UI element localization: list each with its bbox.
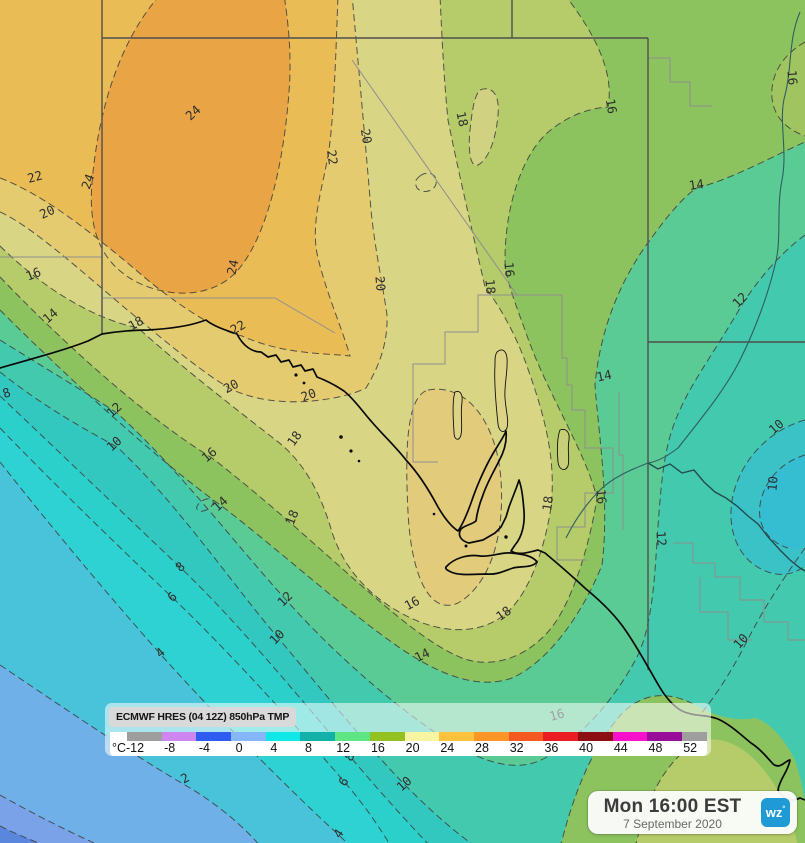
- legend-swatch: [196, 732, 232, 741]
- islets: [294, 373, 508, 548]
- legend-swatch: [127, 732, 162, 741]
- legend-unit-label: °C: [112, 741, 127, 755]
- legend-tick: 24: [440, 741, 455, 755]
- legend-tick: -12: [125, 741, 145, 755]
- lakes: [452, 349, 570, 470]
- contour-label: 16: [593, 488, 609, 504]
- contour-label: 10: [103, 433, 124, 454]
- contour-label: 20: [37, 202, 57, 222]
- legend-swatch: [300, 732, 336, 741]
- legend-tick: 32: [509, 741, 524, 755]
- legend-tick-labels: °C -12 -8 -4 0 4 8 12 16 20 24 28 32 36 40 44 48 52: [110, 741, 707, 756]
- legend-swatch: [612, 732, 648, 741]
- contour-label: 22: [324, 149, 341, 166]
- contour-label: 18: [539, 495, 556, 512]
- legend-tick: 4: [270, 741, 278, 755]
- contour-label: 16: [402, 593, 422, 613]
- contour-label: 16: [24, 264, 44, 284]
- contour-label: 18: [284, 428, 305, 449]
- contour-label: 14: [688, 176, 705, 193]
- legend-tick: 16: [370, 741, 385, 755]
- legend-tick: 44: [613, 741, 628, 755]
- contour-label: 16: [784, 69, 800, 85]
- legend-swatch: [473, 732, 509, 741]
- legend-tick: 48: [648, 741, 663, 755]
- contour-label: 22: [227, 317, 248, 338]
- timestamp-date: 7 September 2020: [623, 817, 722, 831]
- state-borders: [101, 0, 805, 670]
- contour-label: 10: [766, 416, 787, 437]
- legend-swatch: [577, 732, 613, 741]
- legend-tick: 36: [544, 741, 559, 755]
- contour-label: 20: [372, 275, 388, 291]
- contour-label: 16: [603, 97, 620, 114]
- contour-label: 10: [730, 630, 751, 651]
- contour-label: 12: [653, 530, 669, 546]
- contour-label: 14: [595, 367, 613, 385]
- legend-tick: -8: [164, 741, 176, 755]
- legend-swatch: [161, 732, 197, 741]
- legend-swatch: [231, 732, 266, 741]
- timestamp-panel: Mon 16:00 EST 7 September 2020 wz °: [588, 791, 797, 834]
- legend-tick: 20: [405, 741, 420, 755]
- legend-colorbar: [110, 732, 707, 741]
- contour-label: 10: [393, 773, 414, 794]
- rivers: [565, 11, 805, 572]
- contour-label: 16: [501, 261, 517, 277]
- weatherzone-logo[interactable]: wz °: [761, 798, 790, 827]
- legend-swatch: [682, 732, 707, 741]
- legend-swatch: [110, 732, 127, 741]
- legend-tick: 0: [235, 741, 243, 755]
- contour-label: 18: [493, 603, 514, 624]
- contour-label: 22: [26, 167, 44, 185]
- contour-label: 10: [764, 475, 780, 491]
- contour-label: 24: [224, 258, 242, 276]
- legend-tick: 52: [683, 741, 698, 755]
- legend-swatch: [404, 732, 440, 741]
- contour-label: 20: [299, 385, 318, 404]
- legend-tick: -4: [198, 741, 210, 755]
- legend-title: ECMWF HRES (04 12Z) 850hPa TMP: [109, 707, 297, 727]
- contour-label: 20: [221, 376, 241, 396]
- contour-label: 16: [199, 444, 220, 465]
- legend-swatch: [508, 732, 544, 741]
- contour-label: 18: [282, 508, 302, 528]
- district-borders: [0, 57, 805, 641]
- contour-label: 14: [40, 305, 61, 326]
- contour-label: 14: [412, 645, 432, 665]
- legend-swatch: [335, 732, 370, 741]
- legend-swatch: [369, 732, 405, 741]
- contour-label: 24: [182, 102, 203, 123]
- legend-panel: ECMWF HRES (04 12Z) 850hPa TMP °C -12 -8 -…: [105, 703, 711, 756]
- contour-label: 12: [103, 399, 124, 420]
- contour-label: 18: [482, 278, 498, 294]
- timestamp-time: Mon 16:00 EST: [603, 796, 742, 817]
- legend-tick: 40: [579, 741, 594, 755]
- legend-tick: 28: [475, 741, 489, 755]
- contour-label: 20: [358, 127, 375, 144]
- contour-label: 14: [209, 493, 230, 514]
- legend-swatch: [439, 732, 474, 741]
- legend-swatch: [265, 732, 301, 741]
- legend-swatch: [543, 732, 578, 741]
- legend-tick: 12: [336, 741, 351, 755]
- contour-label: 18: [453, 110, 471, 128]
- legend-swatch: [647, 732, 682, 741]
- contour-label: 18: [125, 313, 146, 334]
- contour-label: 24: [78, 172, 97, 191]
- legend-tick: 8: [305, 741, 312, 755]
